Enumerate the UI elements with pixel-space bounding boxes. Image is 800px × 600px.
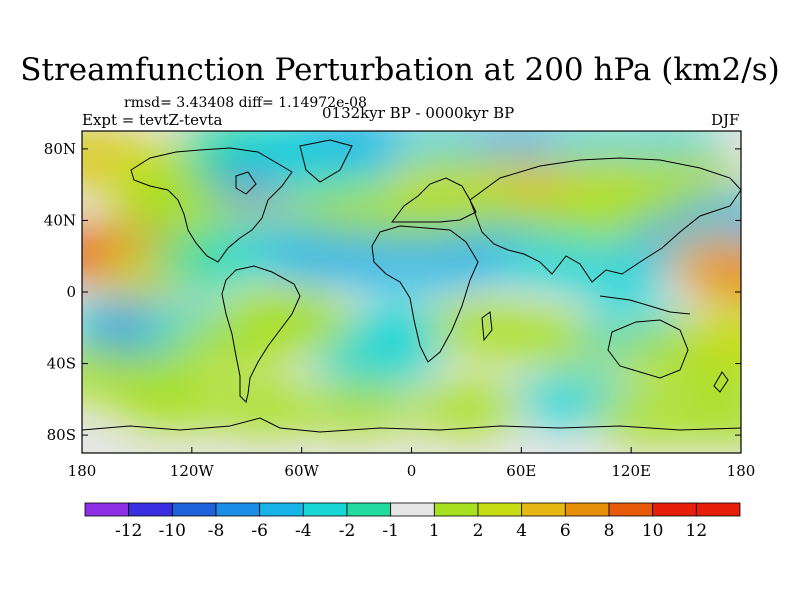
page-title: Streamfunction Perturbation at 200 hPa (…: [20, 52, 780, 88]
colorbar-label: -8: [208, 521, 225, 541]
colorbar-label: -1: [382, 521, 399, 541]
x-tick-label: 120W: [170, 462, 215, 480]
x-tick-label: 180: [727, 462, 756, 480]
x-tick-label: 60E: [506, 462, 536, 480]
colorbar-label: -2: [339, 521, 356, 541]
colorbar-box: [477, 502, 523, 517]
field-blob: [683, 248, 741, 301]
field-blob: [243, 301, 360, 354]
colorbar-box: [128, 502, 173, 517]
colorbar: -12 -10 -8 -6 -4 -2 -1 1 2 4 6 8 10 12: [84, 502, 741, 541]
x-tick-label: 180: [68, 462, 97, 480]
colorbar-box: [259, 502, 304, 517]
coastline-antarctica: [82, 417, 741, 433]
x-tick-label: 120E: [611, 462, 651, 480]
colorbar-label: -6: [251, 521, 268, 541]
field-blob: [207, 382, 324, 435]
coastline-greenland: [299, 139, 353, 183]
coastline-hudson-bay: [235, 171, 257, 195]
field-layer: [82, 131, 741, 444]
y-tick-label: 0: [66, 283, 76, 301]
colorbar-box: [215, 502, 261, 517]
coastline-madagascar: [481, 311, 493, 342]
stats-text: rmsd= 3.43408 diff= 1.14972e-08: [124, 95, 367, 111]
x-tick-label: 0: [407, 462, 417, 480]
colorbar-label: 2: [473, 521, 484, 541]
colorbar-box: [433, 502, 479, 517]
colorbar-box: [564, 502, 610, 517]
colorbar-box: [84, 502, 130, 517]
y-tick-label: 40S: [47, 355, 76, 373]
coastline-australia: [607, 319, 689, 379]
coastline-asia: [469, 157, 741, 283]
colorbar-label: -10: [159, 521, 186, 541]
y-tick-label: 80N: [44, 140, 76, 158]
coastline-north-america: [130, 147, 293, 263]
experiment-label: Expt = tevtZ-tevta: [82, 111, 223, 129]
colorbar-box: [695, 502, 741, 517]
colorbar-box: [302, 502, 348, 517]
coastline-south-america: [221, 265, 301, 403]
period-label: 0132kyr BP - 0000kyr BP: [322, 104, 515, 122]
colorbar-label: 1: [429, 521, 440, 541]
colorbar-box: [608, 502, 654, 517]
y-tick-label: 40N: [44, 211, 76, 229]
colorbar-label: 10: [642, 521, 664, 541]
field-blob: [664, 391, 741, 444]
field-blob: [298, 382, 415, 435]
x-tick-label: 60W: [284, 462, 319, 480]
colorbar-label: 6: [560, 521, 571, 541]
colorbar-label: -4: [295, 521, 312, 541]
season-label: DJF: [711, 111, 740, 129]
coastline-europe: [391, 177, 477, 223]
colorbar-box: [390, 502, 435, 517]
field-blob: [673, 310, 741, 363]
colorbar-label: 4: [516, 521, 527, 541]
y-axis: 80N 40N 0 40S 80S: [44, 140, 741, 444]
colorbar-label: 12: [686, 521, 708, 541]
colorbar-label: -12: [115, 521, 142, 541]
colorbar-box: [171, 502, 217, 517]
colorbar-box: [652, 502, 697, 517]
coastline-africa: [371, 225, 479, 363]
colorbar-box: [521, 502, 566, 517]
coastline-indonesia: [599, 295, 691, 315]
field-blob: [408, 382, 525, 435]
y-tick-label: 80S: [47, 426, 76, 444]
colorbar-box: [346, 502, 392, 517]
field-blob: [115, 376, 232, 429]
colorbar-label: 8: [604, 521, 615, 541]
coastline-new-zealand: [713, 371, 729, 393]
x-axis: 180 120W 60W 0 60E 120E 180: [68, 447, 756, 480]
coastlines: [82, 139, 741, 433]
